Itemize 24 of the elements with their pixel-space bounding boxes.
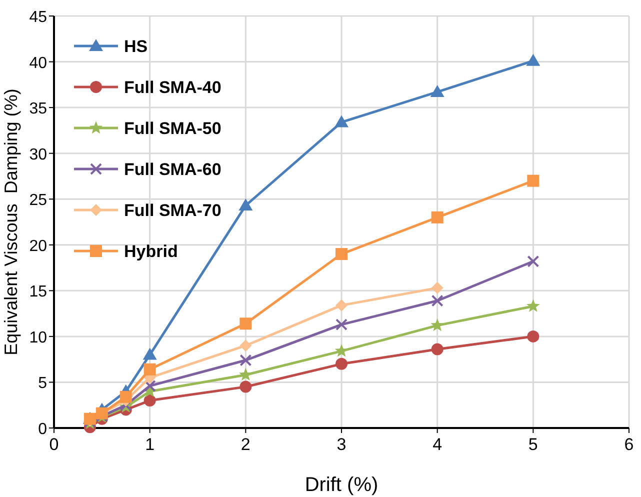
legend-label: Full SMA-50: [124, 119, 222, 138]
x-tick-label: 2: [240, 435, 250, 454]
y-tick-label: 40: [29, 54, 48, 72]
y-axis-title: Equivalent Viscous Damping (%): [1, 88, 21, 356]
legend-label: Full SMA-70: [124, 201, 222, 220]
x-axis-title: Drift (%): [304, 474, 378, 496]
y-tick-label: 15: [29, 284, 48, 301]
x-tick-label: 1: [145, 435, 155, 454]
y-tick-label: 25: [29, 192, 48, 210]
y-tick-label: 10: [29, 329, 48, 346]
legend-label: HS: [124, 37, 148, 56]
y-tick-label: 0: [38, 421, 48, 438]
legend-label: Hybrid: [124, 242, 178, 261]
y-tick-label: 30: [29, 146, 48, 164]
x-tick-label: 4: [432, 435, 442, 454]
x-tick-label: 3: [336, 435, 346, 454]
legend-label: Full SMA-40: [124, 78, 222, 97]
x-tick-label: 5: [528, 435, 538, 454]
y-tick-label: 5: [38, 375, 48, 392]
legend-label: Full SMA-60: [124, 160, 222, 179]
y-tick-label: 20: [29, 238, 48, 255]
y-tick-label: 45: [29, 9, 48, 26]
y-tick-label: 35: [29, 100, 48, 118]
x-tick-label: 6: [624, 435, 634, 454]
